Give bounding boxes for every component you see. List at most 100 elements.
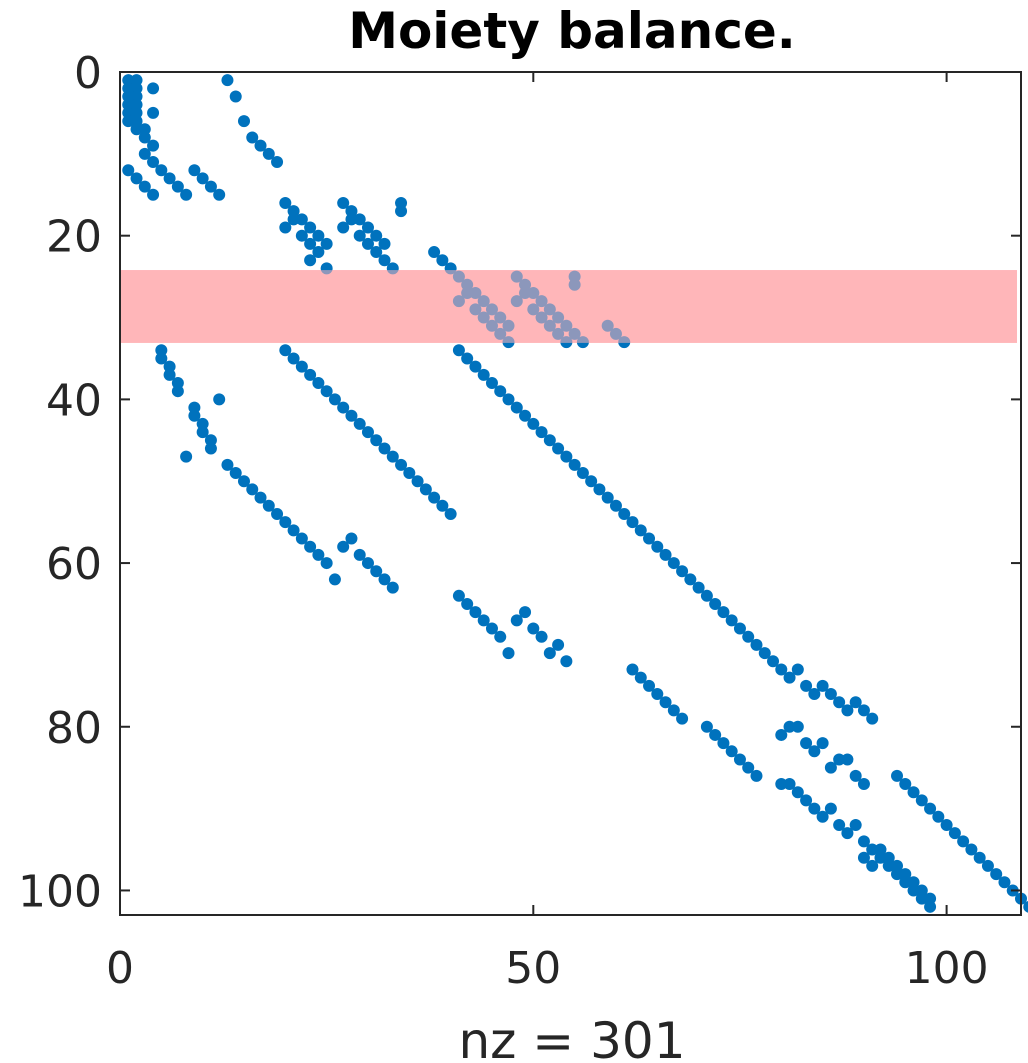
nonzero-marker	[866, 843, 879, 856]
x-tick-label: 0	[106, 943, 134, 994]
nonzero-marker	[361, 237, 374, 250]
nonzero-marker	[742, 761, 755, 774]
x-tick-layer: 0 50 100	[106, 72, 989, 994]
nonzero-marker	[138, 180, 151, 193]
nonzero-marker	[188, 409, 201, 422]
nonzero-marker	[147, 139, 160, 152]
nonzero-marker	[700, 720, 713, 733]
nonzero-marker	[857, 851, 870, 864]
nonzero-marker	[287, 524, 300, 537]
nonzero-marker	[122, 115, 135, 128]
nonzero-marker	[791, 663, 804, 676]
nonzero-marker	[808, 745, 821, 758]
nonzero-marker	[287, 213, 300, 226]
nonzero-marker	[295, 360, 308, 373]
nonzero-marker	[783, 671, 796, 684]
nonzero-marker	[279, 221, 292, 234]
nonzero-marker	[783, 720, 796, 733]
nonzero-marker	[155, 164, 168, 177]
nonzero-marker	[188, 164, 201, 177]
nonzero-marker	[667, 557, 680, 570]
nonzero-marker	[229, 90, 242, 103]
x-axis-label: nz = 301	[458, 1012, 685, 1063]
nonzero-marker	[990, 868, 1003, 881]
nonzero-marker	[345, 409, 358, 422]
nonzero-marker	[395, 458, 408, 471]
nonzero-marker	[312, 229, 325, 242]
nonzero-marker	[213, 188, 226, 201]
y-tick-label: 0	[74, 48, 102, 99]
nonzero-marker	[527, 417, 540, 430]
nonzero-marker	[221, 458, 234, 471]
nonzero-marker	[816, 810, 829, 823]
nonzero-marker	[502, 647, 515, 660]
marker-layer	[120, 74, 1028, 913]
nonzero-marker	[585, 475, 598, 488]
nonzero-marker	[742, 630, 755, 643]
nonzero-marker	[535, 630, 548, 643]
nonzero-marker	[700, 589, 713, 602]
y-tick-label: 80	[46, 703, 102, 754]
nonzero-marker	[824, 802, 837, 815]
nonzero-marker	[271, 507, 284, 520]
nonzero-marker	[312, 246, 325, 259]
nonzero-marker	[560, 655, 573, 668]
nonzero-marker	[965, 843, 978, 856]
nonzero-marker	[328, 573, 341, 586]
nonzero-marker	[601, 491, 614, 504]
nonzero-marker	[816, 737, 829, 750]
nonzero-marker	[643, 679, 656, 692]
nonzero-marker	[262, 147, 275, 160]
nonzero-marker	[378, 237, 391, 250]
nonzero-marker	[676, 565, 689, 578]
nonzero-marker	[767, 655, 780, 668]
nonzero-marker	[824, 761, 837, 774]
nonzero-marker	[618, 507, 631, 520]
nonzero-marker	[204, 180, 217, 193]
nonzero-marker	[733, 753, 746, 766]
nonzero-marker	[295, 213, 308, 226]
nonzero-marker	[709, 728, 722, 741]
nonzero-marker	[345, 213, 358, 226]
nonzero-marker	[849, 696, 862, 709]
nonzero-marker	[692, 581, 705, 594]
nonzero-marker	[816, 679, 829, 692]
nonzero-marker	[733, 622, 746, 635]
nonzero-marker	[940, 818, 953, 831]
nonzero-marker	[171, 180, 184, 193]
nonzero-marker	[915, 884, 928, 897]
nonzero-marker	[948, 827, 961, 840]
nonzero-marker	[469, 606, 482, 619]
nonzero-marker	[147, 106, 160, 119]
nonzero-marker	[667, 704, 680, 717]
nonzero-marker	[849, 769, 862, 782]
nonzero-marker	[246, 483, 259, 496]
nonzero-marker	[725, 614, 738, 627]
nonzero-marker	[494, 385, 507, 398]
nonzero-marker	[436, 254, 449, 267]
nonzero-marker	[717, 737, 730, 750]
nonzero-marker	[428, 246, 441, 259]
nonzero-marker	[924, 802, 937, 815]
nonzero-marker	[709, 597, 722, 610]
nonzero-marker	[800, 794, 813, 807]
nonzero-marker	[130, 123, 143, 136]
nonzero-marker	[328, 393, 341, 406]
nonzero-marker	[560, 450, 573, 463]
nonzero-marker	[295, 229, 308, 242]
nonzero-marker	[378, 573, 391, 586]
nonzero-marker	[320, 385, 333, 398]
y-tick-label: 40	[46, 375, 102, 426]
nonzero-marker	[849, 818, 862, 831]
nonzero-marker	[237, 115, 250, 128]
nonzero-marker	[279, 516, 292, 529]
nonzero-marker	[857, 704, 870, 717]
nonzero-marker	[775, 778, 788, 791]
y-tick-label: 20	[46, 212, 102, 263]
nonzero-marker	[130, 172, 143, 185]
nonzero-marker	[320, 557, 333, 570]
nonzero-marker	[808, 802, 821, 815]
nonzero-marker	[841, 827, 854, 840]
nonzero-marker	[552, 638, 565, 651]
nonzero-marker	[378, 254, 391, 267]
